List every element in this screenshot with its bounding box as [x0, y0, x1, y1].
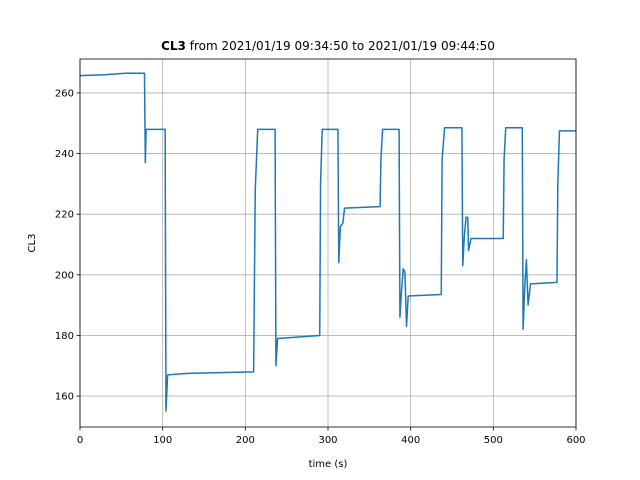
x-tick-label: 600: [566, 435, 585, 446]
data-line: [79, 72, 576, 412]
x-tick-label: 500: [484, 435, 503, 446]
x-axis-label: time (s): [309, 459, 348, 470]
y-tick-label: 200: [55, 270, 74, 281]
chart-title: CL3 from 2021/01/19 09:34:50 to 2021/01/…: [161, 39, 495, 53]
x-tick-label: 400: [401, 435, 420, 446]
title-text: from 2021/01/19 09:34:50 to 2021/01/19 0…: [190, 39, 495, 53]
x-tick-label: 100: [153, 435, 172, 446]
x-tick-label: 0: [77, 435, 83, 446]
y-tick-label: 260: [55, 88, 74, 99]
y-axis-label: CL3: [27, 234, 38, 253]
y-tick-label: 240: [55, 149, 74, 160]
y-tick-label: 160: [55, 392, 74, 403]
y-tick-label: 180: [55, 331, 74, 342]
y-tick-label: 220: [55, 210, 74, 221]
axes-frame: [79, 58, 577, 428]
plot-area: 0 100 200 300 400 500 600 160 180 200 220 240 260: [55, 59, 586, 446]
x-tick-label: 300: [318, 435, 337, 446]
title-bold: CL3: [161, 39, 186, 53]
x-tick-label: 200: [236, 435, 255, 446]
